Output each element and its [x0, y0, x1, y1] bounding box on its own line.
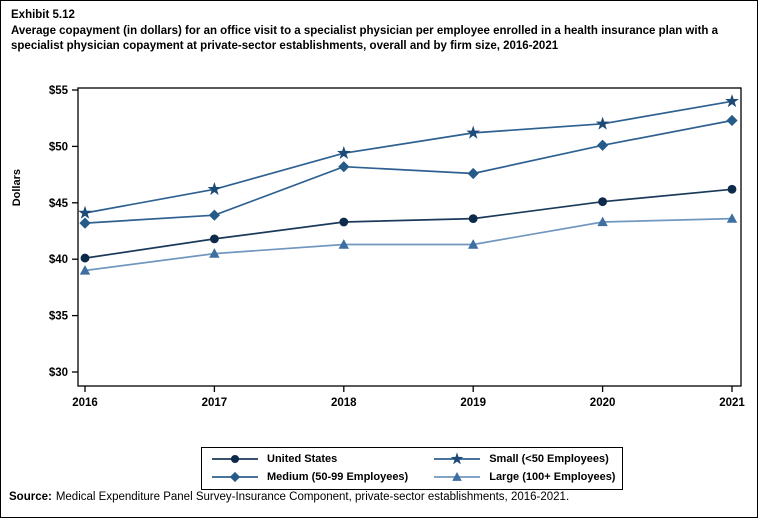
svg-text:2019: 2019: [460, 397, 486, 409]
series-medium-50-99-employees: [79, 114, 738, 229]
legend-item-small-firms: Small (<50 Employees): [434, 451, 615, 467]
x-axis: 2016 2017 2018 2019 2020 2021: [72, 386, 745, 409]
legend-marker-diamond-icon: [212, 471, 258, 483]
series-united-states: [80, 184, 737, 263]
source-text: Medical Expenditure Panel Survey-Insuran…: [55, 491, 570, 503]
plot-area-border: [77, 87, 742, 387]
y-axis-label: Dollars: [11, 169, 23, 207]
legend-marker-triangle-icon: [434, 472, 481, 481]
legend-item-large-firms: Large (100+ Employees): [434, 469, 615, 485]
exhibit-number: Exhibit 5.12: [11, 9, 75, 21]
svg-text:$55: $55: [49, 85, 69, 97]
svg-text:2021: 2021: [719, 397, 745, 409]
source-note: Source: Medical Expenditure Panel Survey-…: [9, 491, 569, 503]
legend-marker-star-icon: [434, 452, 481, 465]
legend-label: Medium (50-99 Employees): [267, 471, 409, 483]
legend-item-medium-firms: Medium (50-99 Employees): [212, 469, 408, 485]
svg-text:2020: 2020: [590, 397, 616, 409]
legend-label: United States: [267, 453, 338, 465]
svg-text:$35: $35: [49, 311, 69, 323]
svg-text:2018: 2018: [331, 397, 357, 409]
legend-label: Small (<50 Employees): [489, 453, 609, 465]
svg-text:$40: $40: [49, 254, 68, 266]
y-axis: $30 $35 $40 $45 $50 $55: [49, 85, 78, 379]
svg-text:2017: 2017: [202, 397, 228, 409]
series-small-50-employees: [78, 94, 739, 219]
figure-header: Exhibit 5.12 Average copayment (in dolla…: [11, 8, 737, 55]
legend: United States Medium (50-99 Employees) S…: [201, 447, 623, 490]
figure-title: Average copayment (in dollars) for an of…: [11, 24, 719, 53]
legend-label: Large (100+ Employees): [489, 471, 616, 483]
legend-marker-circle-icon: [212, 454, 258, 464]
svg-text:$30: $30: [49, 367, 68, 379]
svg-text:$45: $45: [49, 198, 69, 210]
source-label: Source:: [9, 491, 52, 503]
series-large-100-employees: [79, 213, 738, 275]
svg-text:2016: 2016: [72, 397, 98, 409]
svg-text:$50: $50: [49, 141, 68, 153]
legend-item-united-states: United States: [212, 451, 408, 467]
